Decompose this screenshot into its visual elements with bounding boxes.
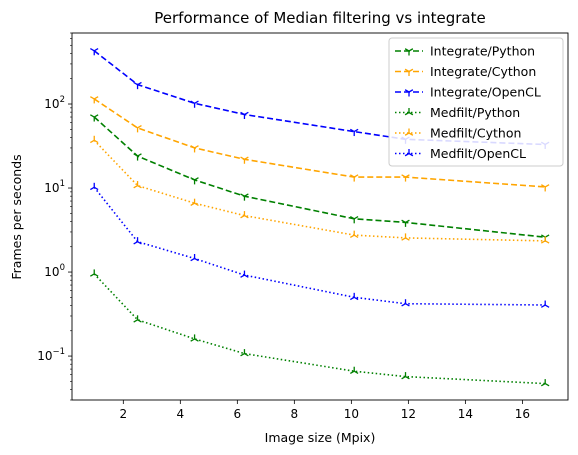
legend-entry: Integrate/OpenCL (395, 85, 541, 100)
data-point (401, 174, 410, 182)
x-tick-label: 4 (177, 407, 185, 421)
data-point (401, 233, 410, 241)
legend-label: Medfilt/Python (430, 105, 520, 120)
data-point (349, 292, 359, 301)
data-point (401, 219, 410, 227)
legend-label: Integrate/OpenCL (430, 85, 541, 100)
legend-entry: Integrate/Python (395, 44, 535, 59)
y-tick-label: 100 (44, 263, 65, 279)
data-point (190, 177, 199, 185)
data-point (240, 211, 249, 219)
data-point (240, 349, 249, 357)
x-tick-label: 12 (401, 407, 416, 421)
chart-title: Performance of Median filtering vs integ… (154, 9, 485, 27)
data-point (540, 184, 550, 192)
legend-label: Medfilt/Cython (430, 126, 521, 141)
data-point (90, 135, 99, 144)
x-tick-label: 16 (515, 407, 530, 421)
data-point (349, 216, 359, 224)
x-tick-label: 14 (458, 407, 473, 421)
x-tick-label: 8 (291, 407, 299, 421)
data-point (349, 174, 359, 182)
data-point (133, 181, 142, 189)
data-point (190, 145, 199, 153)
data-point (190, 334, 199, 342)
legend-marker (404, 89, 414, 97)
data-point (190, 100, 199, 108)
data-point (540, 236, 550, 244)
legend-box (388, 37, 564, 167)
data-point (240, 156, 249, 164)
data-point (190, 198, 199, 207)
data-point (240, 111, 249, 120)
data-point (90, 114, 99, 122)
data-point (133, 315, 142, 323)
data-point (240, 270, 249, 278)
axes-frame (71, 32, 569, 401)
legend-entry: Medfilt/Cython (395, 126, 521, 141)
data-point (240, 193, 249, 201)
data-point (90, 47, 99, 56)
x-tick-label: 6 (234, 407, 242, 421)
series-3 (90, 269, 550, 387)
y-axis-label: Frames per seconds (9, 154, 24, 279)
x-tick-label: 2 (119, 407, 127, 421)
legend-label: Integrate/Python (430, 44, 535, 59)
legend-entry: Medfilt/Python (395, 105, 520, 120)
series-5 (90, 182, 550, 308)
y-tick-label: 102 (44, 95, 65, 111)
series-4 (90, 135, 550, 244)
data-point (540, 300, 550, 308)
data-point (90, 182, 99, 191)
data-point (133, 81, 142, 90)
data-point (401, 299, 410, 307)
legend-label: Integrate/Cython (430, 64, 536, 79)
data-point (190, 253, 199, 262)
data-point (90, 269, 99, 277)
y-tick-label: 10−1 (37, 347, 65, 363)
data-point (349, 366, 359, 375)
data-point (540, 379, 550, 387)
legend-label: Medfilt/OpenCL (430, 146, 526, 161)
data-point (349, 128, 359, 137)
series-1 (90, 96, 550, 192)
legend-entry: Integrate/Cython (395, 64, 536, 79)
legend-marker (404, 128, 414, 136)
legend: Integrate/Python Integrate/Cython Integrat… (388, 37, 564, 167)
legend-entry: Medfilt/OpenCL (395, 146, 526, 161)
data-point (90, 96, 99, 104)
x-tick-label: 10 (344, 407, 359, 421)
data-point (401, 372, 410, 380)
legend-marker (404, 108, 414, 116)
x-axis-label: Image size (Mpix) (265, 430, 376, 445)
data-point (133, 153, 142, 161)
y-tick-label: 101 (44, 179, 65, 195)
data-point (349, 230, 359, 238)
legend-marker (404, 48, 414, 56)
data-point (133, 237, 142, 245)
data-point (133, 125, 142, 133)
legend-marker (404, 149, 414, 157)
legend-marker (404, 68, 414, 76)
